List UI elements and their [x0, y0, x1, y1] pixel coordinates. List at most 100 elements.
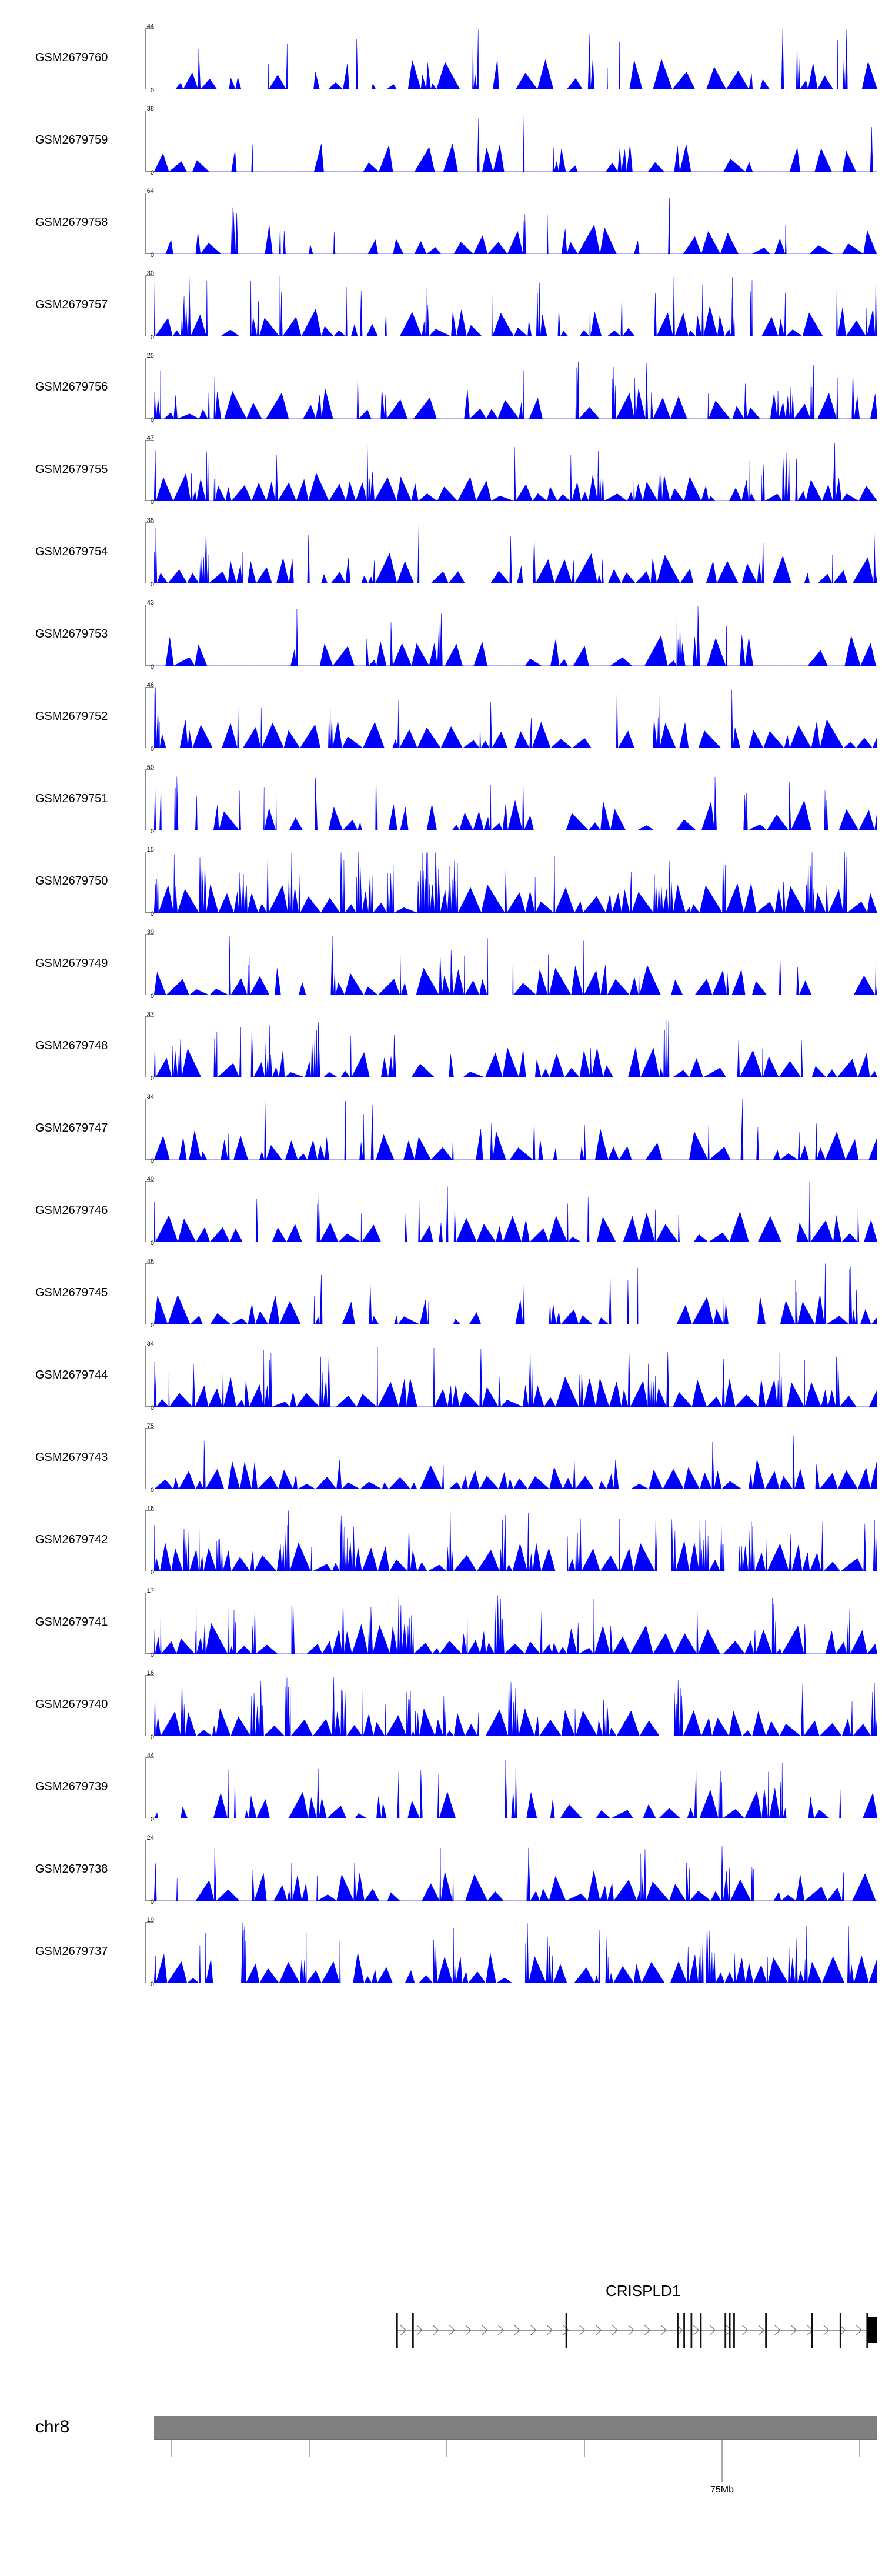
strand-arrow-icon	[596, 2325, 602, 2335]
signal-track: GSM2679757 30 0	[0, 265, 882, 347]
coverage-plot	[154, 522, 877, 583]
track-sample-label: GSM2679753	[35, 628, 108, 640]
signal-track: GSM2679739 44 0	[0, 1747, 882, 1829]
coverage-plot	[154, 605, 877, 666]
track-sample-label: GSM2679750	[35, 875, 108, 887]
y-axis-min-label: 0	[150, 663, 154, 670]
coverage-area	[154, 1099, 877, 1160]
track-sample-label: GSM2679739	[35, 1780, 108, 1793]
coverage-plot	[154, 358, 877, 419]
track-y-axis: 40 0	[128, 1176, 154, 1247]
y-axis-max-label: 47	[146, 435, 154, 442]
signal-track: GSM2679756 25 0	[0, 347, 882, 429]
track-sample-label: GSM2679754	[35, 545, 108, 558]
y-axis-bracket	[145, 193, 154, 254]
track-sample-label: GSM2679751	[35, 792, 108, 805]
y-axis-min-label: 0	[150, 1487, 154, 1494]
strand-arrow-icon	[774, 2325, 781, 2335]
axis-tick-label: 75Mb	[710, 2485, 734, 2495]
coverage-plot	[154, 1428, 877, 1489]
y-axis-min-label: 0	[150, 746, 154, 753]
strand-arrow-icon	[677, 2325, 683, 2335]
exon-marker	[811, 2313, 813, 2348]
exon-marker	[565, 2313, 567, 2348]
strand-arrow-icon	[530, 2325, 537, 2335]
y-axis-bracket	[145, 934, 154, 995]
strand-arrow-icon	[628, 2325, 634, 2335]
y-axis-bracket	[145, 1593, 154, 1654]
track-y-axis: 34 0	[128, 1094, 154, 1164]
y-axis-max-label: 34	[146, 1093, 154, 1100]
strand-arrow-icon	[433, 2325, 439, 2335]
y-axis-min-label: 0	[150, 910, 154, 917]
y-axis-bracket	[145, 605, 154, 666]
y-axis-max-label: 50	[146, 764, 154, 771]
track-sample-label: GSM2679757	[35, 298, 108, 311]
coverage-area	[154, 1263, 877, 1324]
track-sample-label: GSM2679747	[35, 1122, 108, 1134]
exon-marker	[724, 2313, 727, 2348]
track-y-axis: 48 0	[128, 1259, 154, 1329]
coverage-plot	[154, 1675, 877, 1736]
exon-marker	[683, 2313, 685, 2348]
y-axis-bracket	[145, 1181, 154, 1242]
y-axis-bracket	[145, 769, 154, 830]
track-sample-label: GSM2679758	[35, 216, 108, 229]
track-sample-label: GSM2679744	[35, 1369, 108, 1382]
track-y-axis: 24 0	[128, 1835, 154, 1906]
coverage-area	[154, 275, 877, 336]
signal-track: GSM2679752 46 0	[0, 676, 882, 759]
y-axis-bracket	[145, 1016, 154, 1077]
y-axis-min-label: 0	[150, 1404, 154, 1412]
strand-arrow-icon	[856, 2325, 863, 2335]
y-axis-bracket	[145, 111, 154, 172]
coverage-plot	[154, 440, 877, 501]
signal-track: GSM2679738 24 0	[0, 1829, 882, 1911]
y-axis-bracket	[145, 275, 154, 336]
y-axis-bracket	[145, 358, 154, 419]
coverage-plot	[154, 1593, 877, 1654]
signal-track: GSM2679742 16 0	[0, 1500, 882, 1582]
coverage-area	[154, 1182, 877, 1242]
y-axis-bracket	[145, 522, 154, 583]
y-axis-max-label: 16	[146, 1505, 154, 1512]
y-axis-min-label: 0	[150, 87, 154, 94]
exon-marker	[396, 2313, 398, 2348]
signal-track: GSM2679748 37 0	[0, 1006, 882, 1088]
y-axis-bracket	[145, 1840, 154, 1901]
y-axis-bracket	[145, 1428, 154, 1489]
y-axis-max-label: 25	[146, 352, 154, 359]
exon-marker	[729, 2313, 731, 2348]
track-y-axis: 38 0	[128, 106, 154, 176]
strand-arrow-icon	[498, 2325, 505, 2335]
track-sample-label: GSM2679755	[35, 463, 108, 476]
coverage-area	[154, 936, 877, 995]
chromosome-bar	[154, 2416, 877, 2440]
signal-track: GSM2679749 39 0	[0, 923, 882, 1006]
strand-arrow-icon	[563, 2325, 570, 2335]
track-y-axis: 38 0	[128, 518, 154, 588]
signal-track: GSM2679740 16 0	[0, 1664, 882, 1747]
y-axis-max-label: 40	[146, 1176, 154, 1183]
coverage-plot	[154, 111, 877, 172]
coverage-area	[154, 112, 877, 172]
coverage-plot	[154, 1510, 877, 1571]
coverage-plot	[154, 1099, 877, 1160]
track-y-axis: 75 0	[128, 1423, 154, 1494]
strand-arrow-icon	[449, 2325, 456, 2335]
y-axis-max-label: 44	[146, 23, 154, 30]
coverage-area	[154, 1436, 877, 1489]
y-axis-min-label: 0	[150, 1981, 154, 1988]
strand-arrow-icon	[758, 2325, 765, 2335]
coverage-area	[154, 687, 877, 748]
y-axis-min-label: 0	[150, 499, 154, 506]
exon-marker	[733, 2313, 735, 2348]
coverage-plot	[154, 275, 877, 336]
coverage-plot	[154, 1181, 877, 1242]
coverage-plot	[154, 852, 877, 913]
track-sample-label: GSM2679756	[35, 381, 108, 393]
exon-marker	[839, 2313, 841, 2348]
coverage-area	[154, 606, 877, 666]
y-axis-max-label: 15	[146, 846, 154, 853]
track-sample-label: GSM2679745	[35, 1286, 108, 1299]
